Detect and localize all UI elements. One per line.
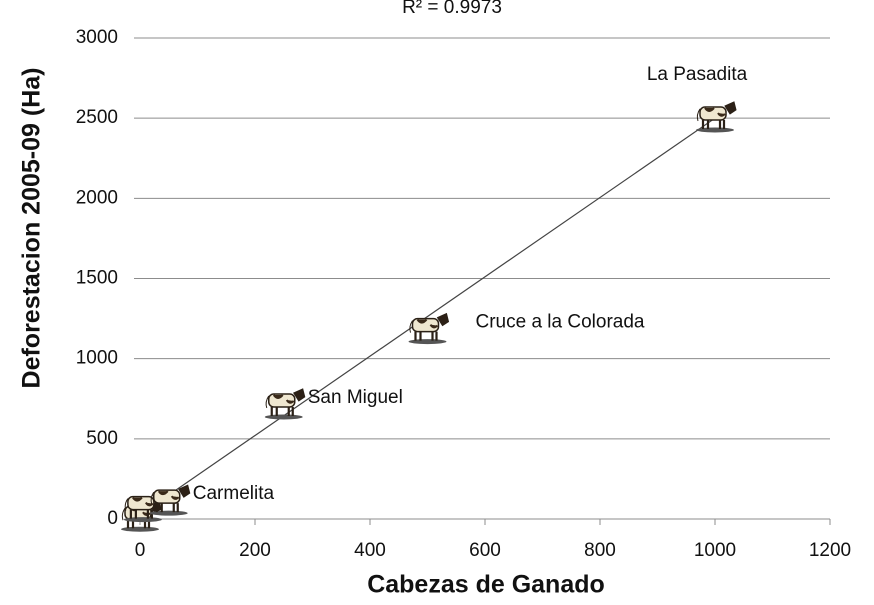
y-tick-label: 2500	[76, 107, 118, 128]
cow-marker	[265, 389, 305, 420]
y-tick-label: 2000	[76, 187, 118, 208]
x-tick-label: 0	[135, 540, 146, 561]
x-tick-label: 600	[469, 540, 501, 561]
point-label: San Miguel	[308, 387, 403, 408]
y-tick-label: 0	[107, 508, 118, 529]
cow-shadow	[265, 414, 303, 419]
cow-shadow	[409, 339, 447, 344]
point-label: Cruce a la Colorada	[476, 312, 645, 333]
y-tick-label: 1500	[76, 268, 118, 289]
y-axis-title: Deforestacion 2005-09 (Ha)	[18, 68, 46, 389]
point-label: Carmelita	[193, 483, 275, 504]
chart: R² = 0.9973 Cabezas de Ganado Deforestac…	[0, 0, 874, 605]
y-tick-label: 1000	[76, 348, 118, 369]
x-tick-label: 200	[239, 540, 271, 561]
y-tick-label: 3000	[76, 27, 118, 48]
x-tick-label: 1200	[809, 540, 851, 561]
y-tick-label: 500	[86, 428, 118, 449]
cow-marker	[696, 102, 736, 132]
trendline	[157, 118, 715, 503]
point-label: La Pasadita	[647, 64, 748, 85]
r-squared: R² = 0.9973	[402, 0, 502, 18]
cow-marker	[150, 485, 190, 516]
cow-shadow	[121, 527, 159, 532]
x-tick-label: 400	[354, 540, 386, 561]
cow-shadow	[696, 127, 734, 132]
x-tick-label: 1000	[694, 540, 736, 561]
page: R² = 0.9973 Cabezas de Ganado Deforestac…	[0, 0, 874, 605]
x-tick-label: 800	[584, 540, 616, 561]
cow-shadow	[150, 511, 188, 516]
cow-shadow	[124, 517, 162, 522]
x-axis-title: Cabezas de Ganado	[367, 571, 605, 599]
cow-marker	[409, 314, 449, 345]
